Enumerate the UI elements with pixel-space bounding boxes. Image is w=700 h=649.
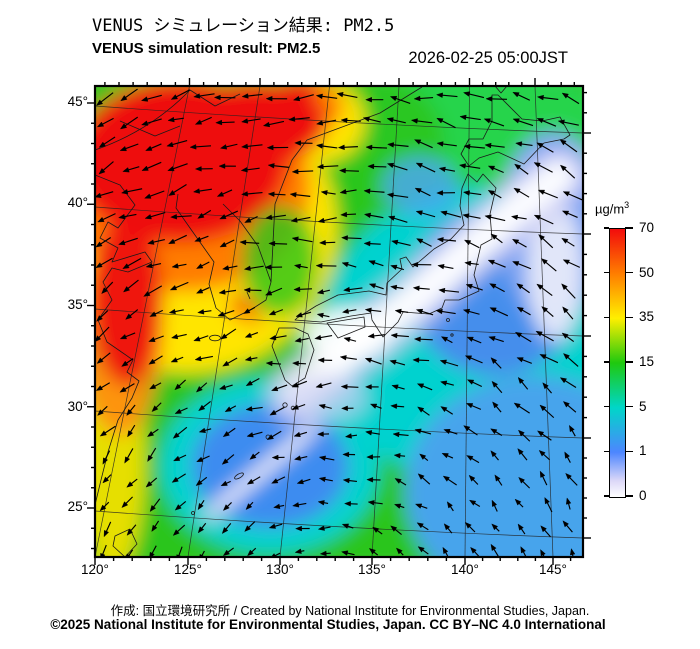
colorbar-tick-mark: [604, 271, 609, 274]
colorbar-tick-label: 70: [639, 220, 655, 235]
axis-ticks: [87, 78, 591, 565]
page-title-japanese: VENUS シミュレーション結果: PM2.5: [92, 16, 395, 36]
lat-label: 30°: [67, 399, 88, 414]
pm25-colorbar: [609, 228, 626, 498]
colorbar-tick-mark: [625, 495, 633, 497]
license-text: ©2025 National Institute for Environment…: [50, 617, 606, 632]
colorbar-tick-label: 5: [639, 398, 647, 414]
lat-label: 40°: [67, 195, 88, 210]
pm25-field: [95, 86, 583, 557]
simulation-timestamp: 2026-02-25 05:00JST: [408, 49, 568, 67]
colorbar-tick-mark: [604, 495, 609, 497]
lon-label: 120°: [81, 562, 109, 577]
colorbar-tick-mark: [625, 361, 633, 363]
colorbar-tick-label: 50: [639, 264, 655, 280]
colorbar-unit-exponent: 3: [624, 200, 630, 210]
colorbar-unit-text: µg/m: [595, 201, 625, 217]
colorbar-tick-mark: [604, 405, 609, 408]
colorbar-unit-label: µg/m3: [595, 200, 629, 216]
lon-label: 135°: [358, 562, 386, 577]
colorbar-tick-label: 35: [639, 309, 655, 325]
colorbar-tick-mark: [625, 316, 633, 319]
lon-label: 140°: [451, 562, 479, 577]
colorbar-tick-mark: [625, 405, 633, 408]
map-frame: [93, 84, 585, 559]
colorbar-tick-label: 15: [639, 354, 655, 369]
colorbar-tick-mark: [604, 316, 609, 319]
colorbar-tick-mark: [625, 450, 633, 453]
colorbar-tick-mark: [625, 227, 633, 229]
map-canvas: [87, 78, 591, 565]
colorbar-tick-label: 1: [639, 443, 647, 459]
colorbar-tick-mark: [604, 227, 609, 229]
colorbar-tick-mark: [625, 271, 633, 274]
lat-label: 25°: [67, 499, 88, 514]
lon-label: 125°: [174, 562, 202, 577]
lon-label: 130°: [266, 562, 294, 577]
pm25-concentration-map: [87, 78, 591, 565]
lon-label: 145°: [539, 562, 567, 577]
lat-label: 45°: [67, 94, 88, 109]
colorbar-tick-label: 0: [639, 488, 647, 503]
colorbar-tick-mark: [604, 361, 609, 363]
colorbar-tick-mark: [604, 450, 609, 453]
page-title-english: VENUS simulation result: PM2.5: [92, 40, 321, 57]
credit-text: 作成: 国立環境研究所 / Created by National Instit…: [110, 604, 590, 618]
lat-label: 35°: [67, 297, 88, 312]
wind-vector-arrows: [95, 88, 583, 557]
